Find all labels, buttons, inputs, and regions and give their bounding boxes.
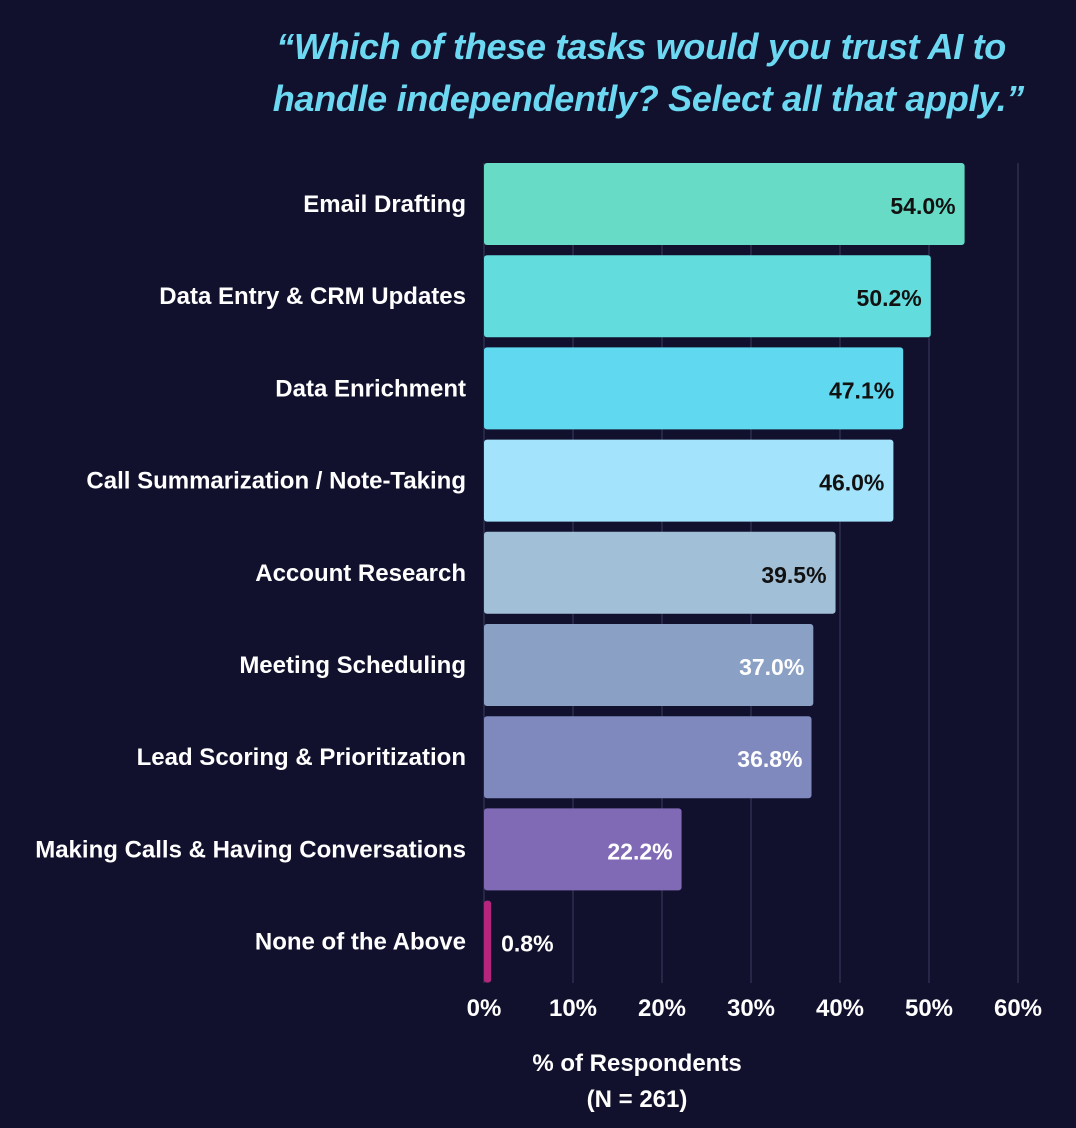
x-tick-label: 20%: [638, 995, 686, 1022]
value-label: 54.0%: [890, 193, 955, 219]
bar: [484, 255, 931, 338]
bar: [484, 347, 904, 430]
x-tick-label: 0%: [467, 995, 502, 1022]
x-tick-label: 60%: [994, 995, 1042, 1022]
category-label: Data Enrichment: [275, 375, 466, 402]
category-label: Email Drafting: [303, 191, 466, 218]
category-label: Meeting Scheduling: [239, 652, 466, 679]
x-tick-label: 10%: [549, 995, 597, 1022]
bar: [484, 716, 812, 799]
value-label: 47.1%: [829, 377, 894, 403]
bar: [484, 531, 836, 614]
value-label: 46.0%: [819, 470, 884, 496]
bar: [484, 808, 682, 891]
category-label: Lead Scoring & Prioritization: [137, 744, 466, 771]
bar: [484, 163, 965, 245]
x-tick-label: 50%: [905, 995, 953, 1022]
bar: [484, 900, 492, 983]
x-tick-label: 40%: [816, 995, 864, 1022]
value-label: 22.2%: [607, 838, 672, 864]
value-label: 36.8%: [737, 746, 802, 772]
category-label: Call Summarization / Note-Taking: [86, 468, 466, 495]
value-label: 37.0%: [739, 654, 804, 680]
bar: [484, 624, 814, 706]
chart-title-line-1: “Which of these tasks would you trust AI…: [276, 26, 1006, 67]
category-label: Data Entry & CRM Updates: [159, 283, 466, 310]
x-tick-label: 30%: [727, 995, 775, 1022]
x-axis-title: % of Respondents: [532, 1050, 742, 1077]
category-label: None of the Above: [255, 929, 466, 956]
value-label: 50.2%: [857, 285, 922, 311]
bar: [484, 439, 894, 522]
value-label: 0.8%: [501, 931, 553, 957]
category-label: Account Research: [255, 560, 466, 587]
x-axis-sample-size: (N = 261): [586, 1086, 688, 1113]
category-label: Making Calls & Having Conversations: [35, 836, 466, 863]
value-label: 39.5%: [761, 562, 826, 588]
chart-title-line-2: handle independently? Select all that ap…: [272, 78, 1025, 119]
